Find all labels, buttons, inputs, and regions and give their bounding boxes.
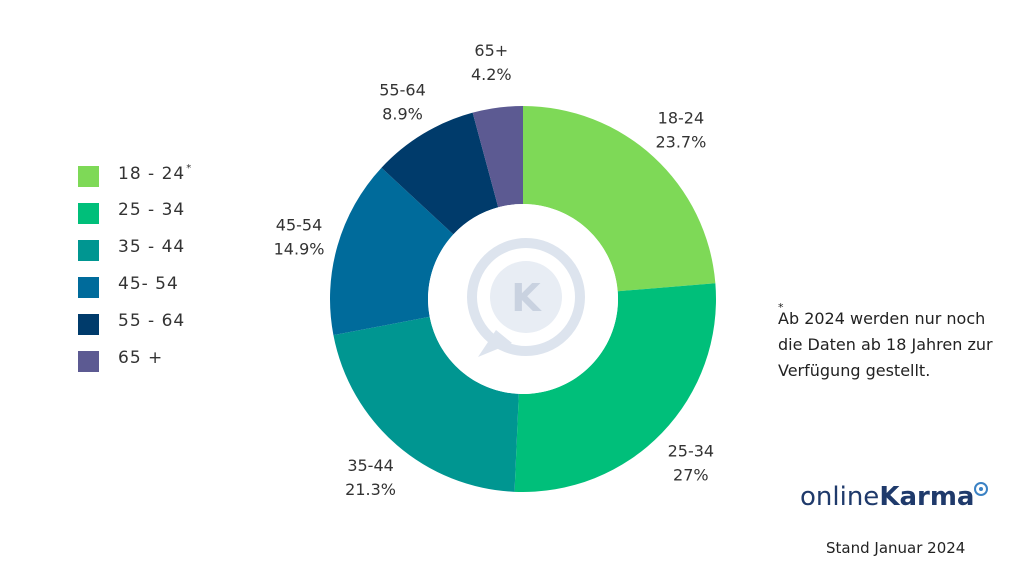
- legend-swatch: [78, 203, 99, 224]
- slice-35-44: [333, 316, 519, 492]
- slice-value-label: 21.3%: [345, 480, 396, 499]
- slice-25-34: [514, 283, 716, 492]
- legend-label: 65 +: [118, 348, 164, 368]
- legend-label: 45- 54: [118, 274, 179, 294]
- slice-65-plus: [472, 106, 523, 208]
- footnote: * Ab 2024 werden nur noch die Daten ab 1…: [778, 302, 998, 384]
- legend-label: 18 - 24*: [118, 163, 193, 184]
- slice-55-64: [381, 112, 499, 235]
- slice-category-label: 45-54: [276, 216, 323, 235]
- karma-logo-icon: K: [467, 238, 585, 357]
- onlinekarma-logo: onlineKarma: [800, 482, 988, 512]
- slice-category-label: 35-44: [347, 456, 394, 475]
- footnote-marker: *: [186, 163, 193, 174]
- footnote-text: Ab 2024 werden nur noch die Daten ab 18 …: [778, 309, 993, 380]
- footnote-star: *: [778, 301, 784, 314]
- slice-value-label: 27%: [673, 466, 709, 485]
- logo-text-karma: Karma: [879, 482, 975, 512]
- legend-label: 35 - 44: [118, 237, 186, 257]
- slice-labels: 18-24 23.7% 25-34 27% 35-44 21.3% 45-54 14.9% 55…: [274, 41, 714, 499]
- legend-label: 25 - 34: [118, 200, 186, 220]
- donut-slices: [329, 106, 716, 492]
- date-note: Stand Januar 2024: [826, 539, 966, 557]
- slice-value-label: 14.9%: [274, 240, 325, 259]
- slice-18-24: [523, 106, 716, 292]
- svg-text:K: K: [511, 276, 542, 320]
- slice-45-54: [329, 167, 454, 336]
- logo-eye-icon: [974, 482, 988, 496]
- legend-label: 55 - 64: [118, 311, 186, 331]
- slice-category-label: 18-24: [658, 109, 705, 128]
- legend-swatch: [78, 314, 99, 335]
- slice-category-label: 25-34: [668, 442, 715, 461]
- slice-value-label: 23.7%: [655, 133, 706, 152]
- slice-category-label: 65+: [474, 41, 508, 60]
- slice-category-label: 55-64: [379, 81, 426, 100]
- logo-text-online: online: [800, 482, 880, 512]
- slice-value-label: 8.9%: [382, 105, 423, 124]
- legend-swatch: [78, 166, 99, 187]
- legend-swatch: [78, 351, 99, 372]
- slice-value-label: 4.2%: [471, 65, 512, 84]
- legend-swatch: [78, 277, 99, 298]
- legend-swatch: [78, 240, 99, 261]
